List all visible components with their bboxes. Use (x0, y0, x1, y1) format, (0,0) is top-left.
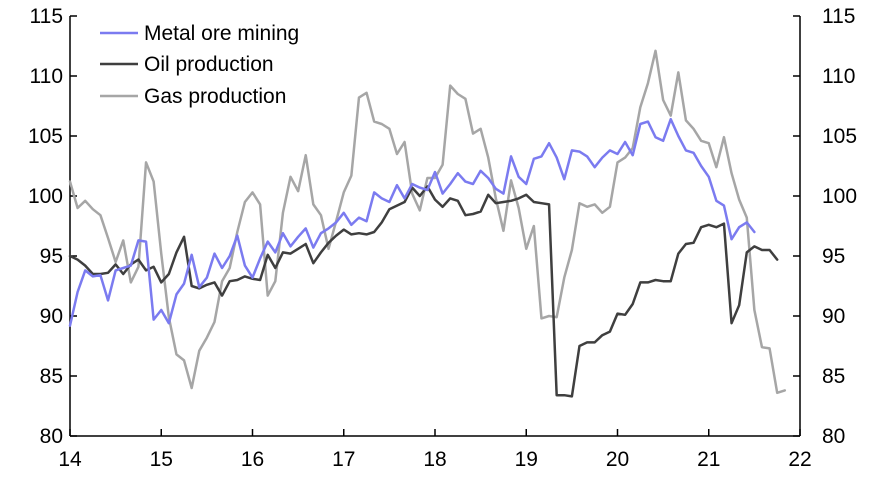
right-y-tick-label: 100 (822, 185, 857, 208)
left-y-tick-label: 105 (28, 125, 63, 148)
legend-label-oil-production: Oil production (144, 53, 274, 76)
x-tick-label: 17 (332, 448, 355, 471)
x-tick-label: 18 (423, 448, 446, 471)
left-y-tick-label: 80 (40, 425, 63, 448)
x-tick-label: 16 (241, 448, 264, 471)
series-line-gas-production (68, 49, 787, 395)
right-y-tick-label: 115 (822, 5, 855, 28)
x-tick-label: 20 (606, 448, 629, 471)
x-tick-label: 19 (515, 448, 538, 471)
right-y-tick-label: 95 (822, 245, 845, 268)
series-line-oil-production (68, 185, 779, 398)
right-y-tick-labels: 80 85 90 95 100 105 110 115 (822, 5, 857, 448)
chart-axes (69, 15, 801, 437)
series-lines (68, 49, 787, 398)
x-tick-label: 14 (58, 448, 82, 471)
legend-label-gas-production: Gas production (144, 85, 286, 108)
x-tick-labels: 14 15 16 17 18 19 20 21 22 (58, 448, 811, 471)
legend: Metal ore mining Oil production Gas prod… (100, 22, 299, 108)
left-y-tick-label: 100 (28, 185, 63, 208)
series-line-metal-ore-mining (68, 117, 756, 327)
right-y-tick-label: 110 (822, 65, 855, 88)
left-y-tick-label: 90 (40, 305, 63, 328)
left-y-tick-label: 110 (30, 65, 63, 88)
x-tick-label: 22 (788, 448, 811, 471)
right-y-tick-label: 90 (822, 305, 845, 328)
left-y-tick-label: 95 (40, 245, 63, 268)
left-y-tick-labels: 80 85 90 95 100 105 110 115 (28, 5, 63, 448)
left-y-tick-label: 115 (30, 5, 63, 28)
right-y-tick-label: 80 (822, 425, 845, 448)
x-tick-label: 21 (697, 448, 720, 471)
legend-label-metal-ore-mining: Metal ore mining (144, 22, 299, 45)
left-y-tick-label: 85 (40, 365, 63, 388)
x-tick-label: 15 (150, 448, 173, 471)
right-y-tick-label: 105 (822, 125, 857, 148)
right-y-tick-label: 85 (822, 365, 845, 388)
